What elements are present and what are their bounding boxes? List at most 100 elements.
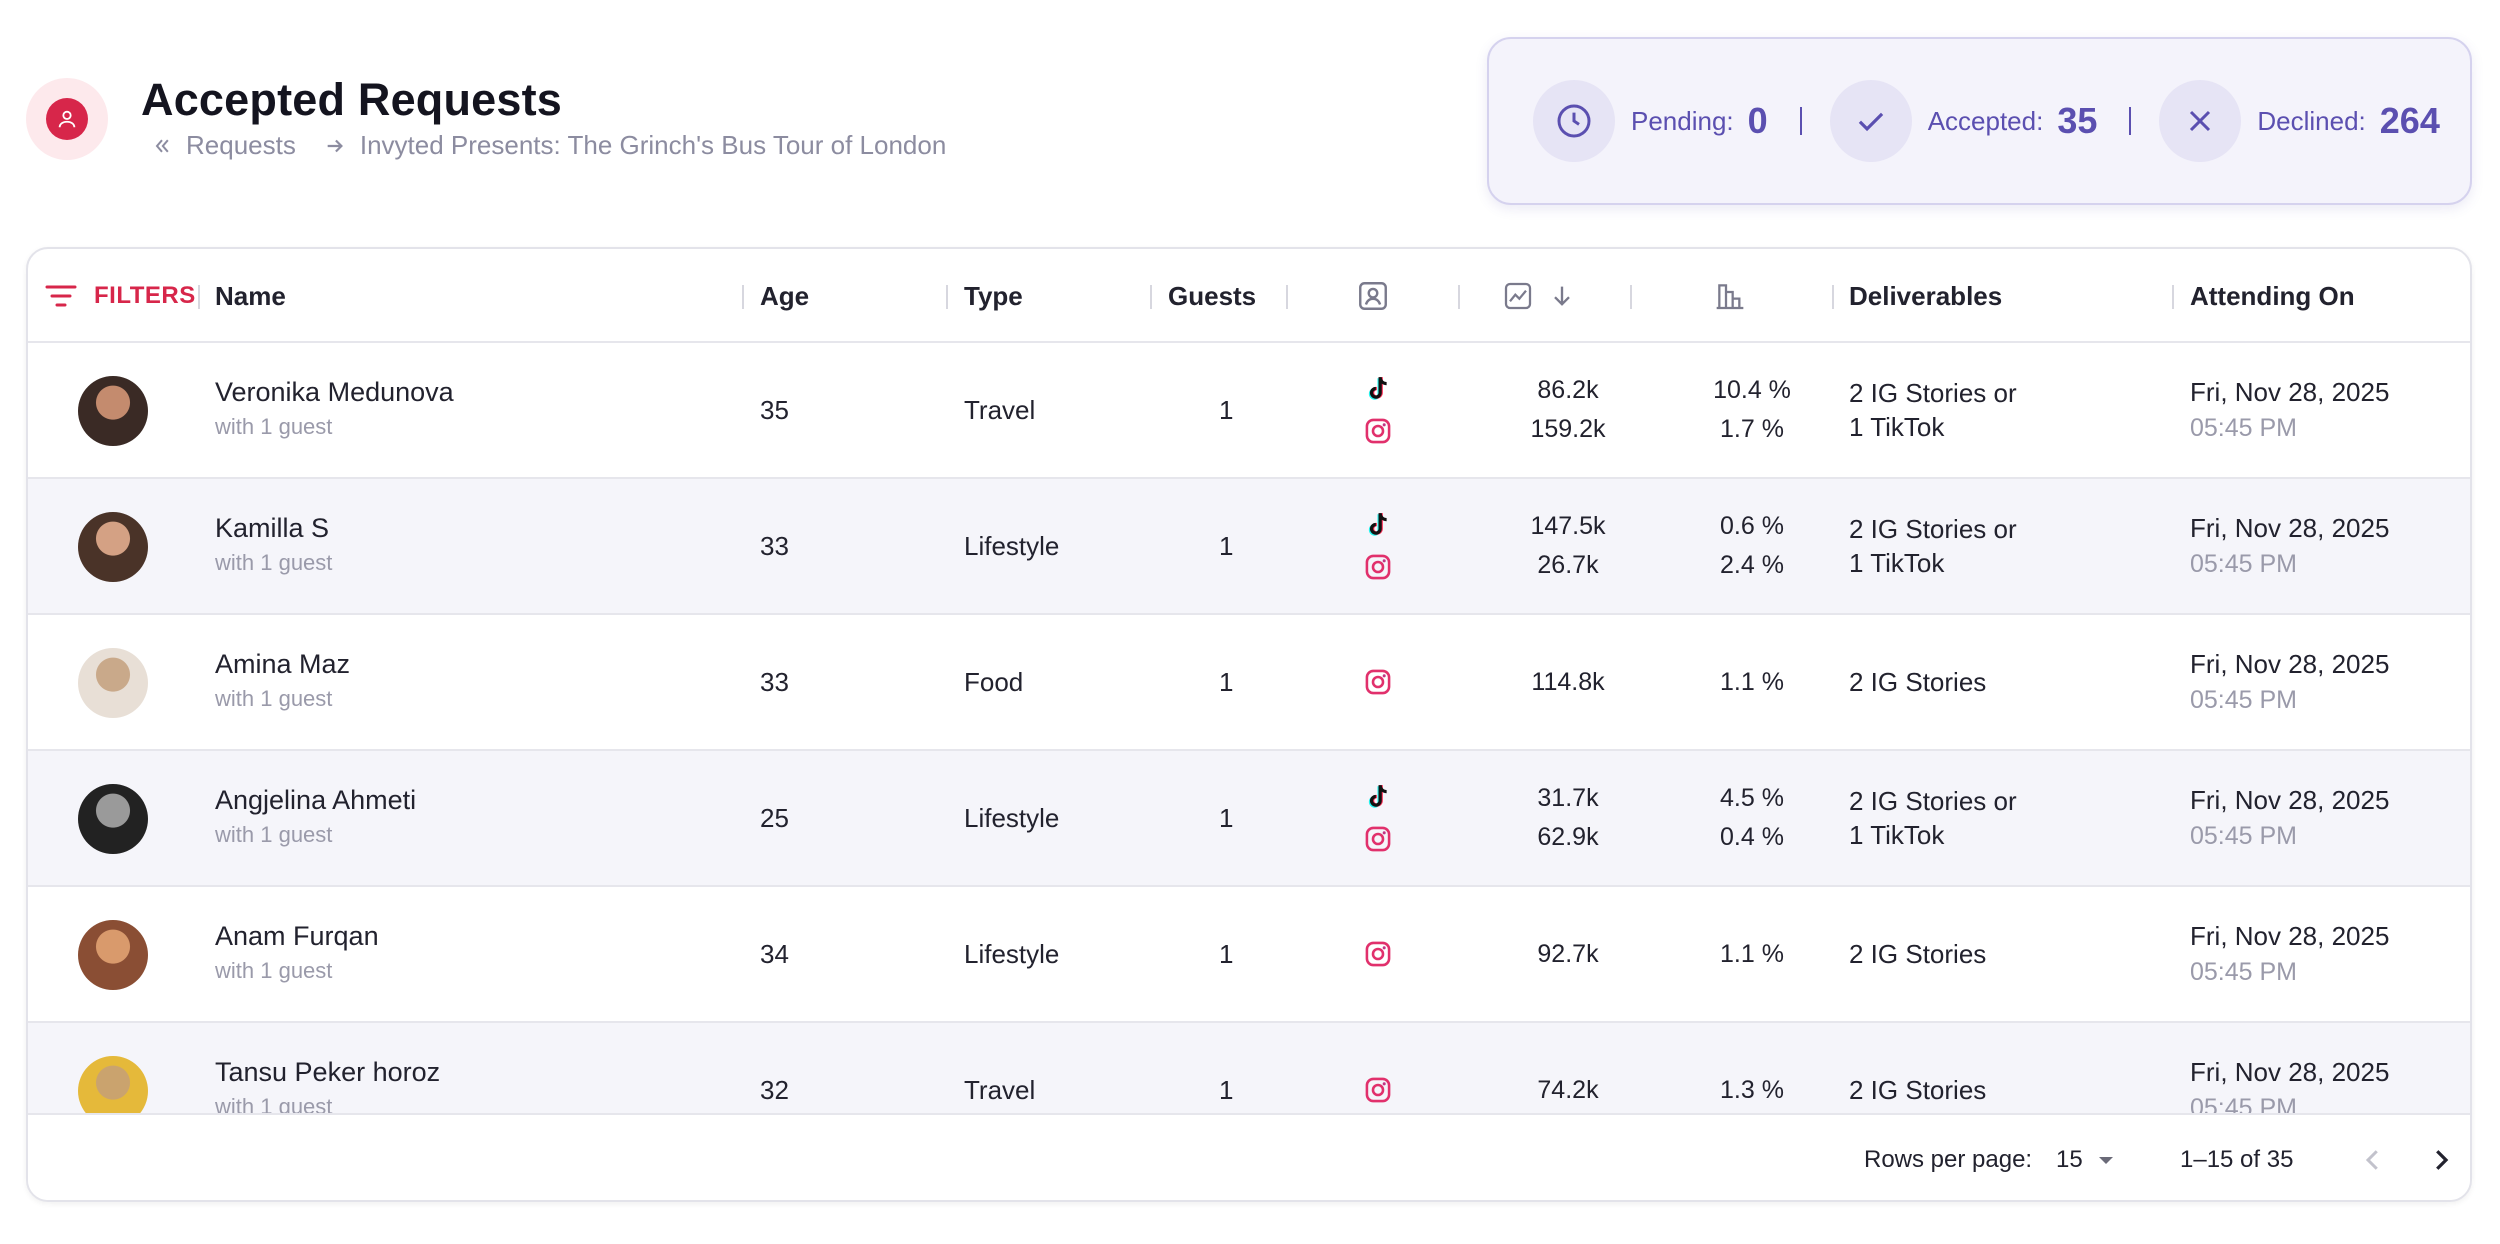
followers-cell: 147.5k 26.7k bbox=[1528, 479, 1608, 613]
followers-value: 147.5k bbox=[1530, 512, 1606, 540]
filters-button[interactable]: FILTERS bbox=[44, 249, 196, 343]
influencer-name[interactable]: Veronika Medunova bbox=[215, 377, 454, 407]
age-cell: 32 bbox=[760, 1074, 789, 1105]
column-header-deliverables[interactable]: Deliverables bbox=[1849, 280, 2003, 311]
table-row[interactable]: Tansu Peker horoz with 1 guest 32 Travel… bbox=[28, 1023, 2470, 1113]
instagram-icon[interactable] bbox=[1364, 825, 1392, 853]
rows-per-page-select[interactable]: 15 bbox=[2056, 1146, 2115, 1174]
attending-date: Fri, Nov 28, 2025 bbox=[2190, 513, 2390, 543]
column-header-type[interactable]: Type bbox=[964, 280, 1023, 311]
attending-time: 05:45 PM bbox=[2190, 414, 2298, 442]
stat-divider bbox=[2129, 107, 2132, 135]
tiktok-icon[interactable] bbox=[1365, 375, 1391, 403]
deliverable-line: 2 IG Stories bbox=[1849, 939, 1987, 969]
table-header: FILTERS Name Age Type Guests bbox=[28, 249, 2470, 343]
avatar[interactable] bbox=[78, 376, 148, 446]
avatar[interactable] bbox=[78, 1056, 148, 1113]
influencer-name[interactable]: Angjelina Ahmeti bbox=[215, 785, 417, 815]
guest-count-text: with 1 guest bbox=[215, 414, 333, 439]
type-cell: Food bbox=[964, 666, 1024, 697]
table-row[interactable]: Anam Furqan with 1 guest 34 Lifestyle 1 … bbox=[28, 887, 2470, 1023]
avatar[interactable] bbox=[78, 512, 148, 582]
caret-down-icon bbox=[2098, 1156, 2113, 1164]
user-square-icon bbox=[1359, 282, 1387, 310]
pagination-range: 1–15 of 35 bbox=[2180, 1145, 2294, 1173]
table-body: Veronika Medunova with 1 guest 35 Travel… bbox=[28, 343, 2470, 1113]
requests-table: FILTERS Name Age Type Guests bbox=[26, 247, 2472, 1202]
guests-cell: 1 bbox=[1219, 394, 1234, 425]
guest-count-text: with 1 guest bbox=[215, 686, 333, 711]
attending-date: Fri, Nov 28, 2025 bbox=[2190, 1057, 2390, 1087]
tiktok-icon[interactable] bbox=[1365, 783, 1391, 811]
engagement-value: 1.1 % bbox=[1720, 939, 1784, 968]
avatar[interactable] bbox=[78, 784, 148, 854]
engagement-cell: 0.6 % 2.4 % bbox=[1712, 479, 1792, 613]
engagement-value: 4.5 % bbox=[1720, 784, 1784, 812]
next-page-icon[interactable] bbox=[2426, 1145, 2456, 1175]
deliverable-line: 1 TikTok bbox=[1849, 820, 1945, 850]
table-row[interactable]: Angjelina Ahmeti with 1 guest 25 Lifesty… bbox=[28, 751, 2470, 887]
followers-value: 26.7k bbox=[1537, 551, 1599, 579]
column-header-age[interactable]: Age bbox=[760, 280, 810, 311]
influencer-name[interactable]: Tansu Peker horoz bbox=[215, 1057, 441, 1087]
attending-cell: Fri, Nov 28, 2025 05:45 PM bbox=[2190, 343, 2389, 477]
column-header-attending[interactable]: Attending On bbox=[2190, 280, 2355, 311]
influencer-name[interactable]: Kamilla S bbox=[215, 513, 330, 543]
engagement-cell: 10.4 % 1.7 % bbox=[1712, 343, 1792, 477]
tiktok-icon[interactable] bbox=[1365, 511, 1391, 539]
followers-value: 62.9k bbox=[1537, 823, 1599, 851]
bar-chart-icon bbox=[1716, 284, 1744, 310]
age-cell: 25 bbox=[760, 802, 789, 833]
guests-cell: 1 bbox=[1219, 802, 1234, 833]
previous-page-icon[interactable] bbox=[2358, 1145, 2388, 1175]
instagram-icon[interactable] bbox=[1364, 668, 1392, 696]
x-icon bbox=[2190, 110, 2211, 132]
instagram-icon[interactable] bbox=[1364, 553, 1392, 581]
platform-icons bbox=[1348, 343, 1408, 477]
filters-label: FILTERS bbox=[94, 282, 196, 309]
column-header-platform[interactable] bbox=[1356, 249, 1390, 343]
attending-time: 05:45 PM bbox=[2190, 550, 2298, 578]
table-row[interactable]: Amina Maz with 1 guest 33 Food 1 114.8k … bbox=[28, 615, 2470, 751]
column-header-followers[interactable] bbox=[1502, 249, 1576, 343]
guests-cell: 1 bbox=[1219, 1074, 1234, 1105]
breadcrumb-requests-link[interactable]: Requests bbox=[186, 130, 296, 160]
page-title: Accepted Requests bbox=[141, 74, 563, 125]
attending-date: Fri, Nov 28, 2025 bbox=[2190, 377, 2390, 407]
followers-value: 92.7k bbox=[1537, 939, 1599, 968]
stat-declined-value: 264 bbox=[2379, 100, 2440, 141]
avatar[interactable] bbox=[78, 648, 148, 718]
followers-cell: 92.7k bbox=[1528, 887, 1608, 1021]
instagram-icon[interactable] bbox=[1364, 417, 1392, 445]
influencer-name[interactable]: Anam Furqan bbox=[215, 921, 379, 951]
column-header-engagement[interactable] bbox=[1714, 249, 1746, 343]
influencer-name[interactable]: Amina Maz bbox=[215, 649, 351, 679]
table-row[interactable]: Kamilla S with 1 guest 33 Lifestyle 1 14… bbox=[28, 479, 2470, 615]
column-header-name[interactable]: Name bbox=[215, 280, 286, 311]
column-header-guests[interactable]: Guests bbox=[1168, 280, 1257, 311]
attending-date: Fri, Nov 28, 2025 bbox=[2190, 785, 2390, 815]
stat-accepted-label: Accepted: bbox=[1927, 105, 2044, 136]
requests-page-icon bbox=[26, 78, 108, 160]
arrow-down-icon[interactable] bbox=[1548, 282, 1576, 310]
type-cell: Lifestyle bbox=[964, 938, 1060, 969]
attending-time: 05:45 PM bbox=[2190, 1094, 2298, 1113]
followers-value: 86.2k bbox=[1537, 376, 1599, 404]
attending-date: Fri, Nov 28, 2025 bbox=[2190, 649, 2390, 679]
column-divider bbox=[1286, 285, 1288, 309]
attending-time: 05:45 PM bbox=[2190, 958, 2298, 986]
instagram-icon[interactable] bbox=[1364, 940, 1392, 968]
table-row[interactable]: Veronika Medunova with 1 guest 35 Travel… bbox=[28, 343, 2470, 479]
attending-cell: Fri, Nov 28, 2025 05:45 PM bbox=[2190, 615, 2389, 749]
avatar[interactable] bbox=[78, 920, 148, 990]
engagement-cell: 1.3 % bbox=[1712, 1023, 1792, 1113]
age-cell: 33 bbox=[760, 530, 789, 561]
age-cell: 35 bbox=[760, 394, 789, 425]
followers-cell: 114.8k bbox=[1528, 615, 1608, 749]
deliverable-line: 2 IG Stories bbox=[1849, 667, 1987, 697]
column-divider bbox=[742, 285, 744, 309]
stat-declined-label: Declined: bbox=[2257, 105, 2366, 136]
age-cell: 34 bbox=[760, 938, 789, 969]
instagram-icon[interactable] bbox=[1364, 1076, 1392, 1104]
request-stats-card: Pending: 0 Accepted: 35 Declined: 264 bbox=[1487, 37, 2472, 205]
